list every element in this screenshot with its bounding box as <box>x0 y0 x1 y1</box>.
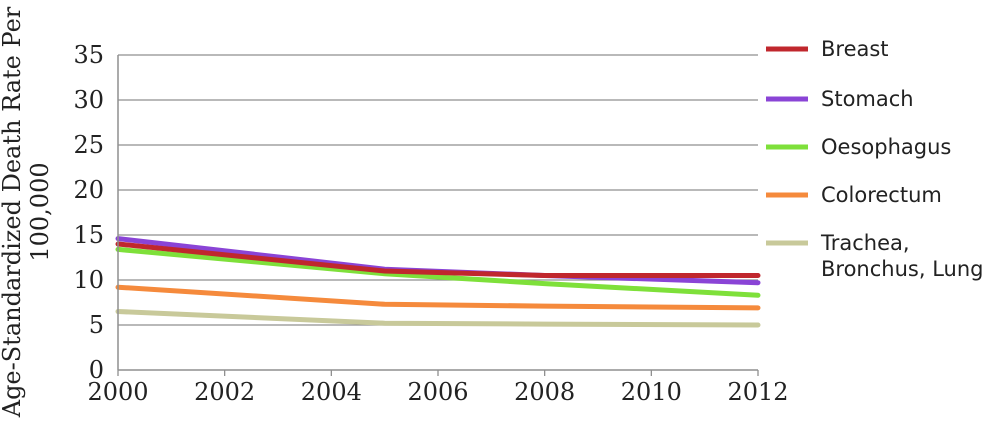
x-tick-label: 2002 <box>194 378 255 406</box>
x-tick-label: 2012 <box>727 378 788 406</box>
series-line-colorectum <box>115 284 761 311</box>
y-tick-labels: 0 5 10 15 20 25 30 35 <box>73 41 104 384</box>
x-tick-label: 2010 <box>621 378 682 406</box>
y-tick-label: 5 <box>89 311 104 339</box>
x-tick-label: 2004 <box>301 378 362 406</box>
gridlines <box>118 54 758 326</box>
legend-label: Trachea, Bronchus, Lung <box>820 231 983 281</box>
x-tick-label: 2008 <box>514 378 575 406</box>
legend-label: Stomach <box>821 87 914 111</box>
legend-label: Colorectum <box>821 183 942 207</box>
y-axis-title-line: 100,000 <box>26 162 54 261</box>
y-tick-label: 30 <box>73 86 104 114</box>
x-tick-labels: 2000 2002 2004 2006 2008 2010 2012 <box>87 370 789 406</box>
y-tick-label: 20 <box>73 176 104 204</box>
series-lines <box>115 236 761 328</box>
x-tick-label: 2006 <box>407 378 468 406</box>
legend: Breast Stomach Oesophagus Colorectum Trachea… <box>766 37 983 281</box>
legend-label: Oesophagus <box>821 135 951 159</box>
y-tick-label: 10 <box>73 266 104 294</box>
y-axis-title-line: Age-Standardized Death Rate Per <box>0 6 26 418</box>
y-tick-label: 15 <box>73 221 104 249</box>
y-tick-label: 35 <box>73 41 104 69</box>
series-line-trachea-bronchus-lung <box>115 309 761 328</box>
y-tick-label: 0 <box>89 356 104 384</box>
series-line-breast <box>115 241 761 278</box>
x-tick-label: 2000 <box>87 378 148 406</box>
y-tick-label: 25 <box>73 131 104 159</box>
y-axis-title: Age-Standardized Death Rate Per100,000 <box>0 6 54 418</box>
series-line-oesophagus <box>115 246 761 298</box>
legend-label: Breast <box>821 37 889 61</box>
